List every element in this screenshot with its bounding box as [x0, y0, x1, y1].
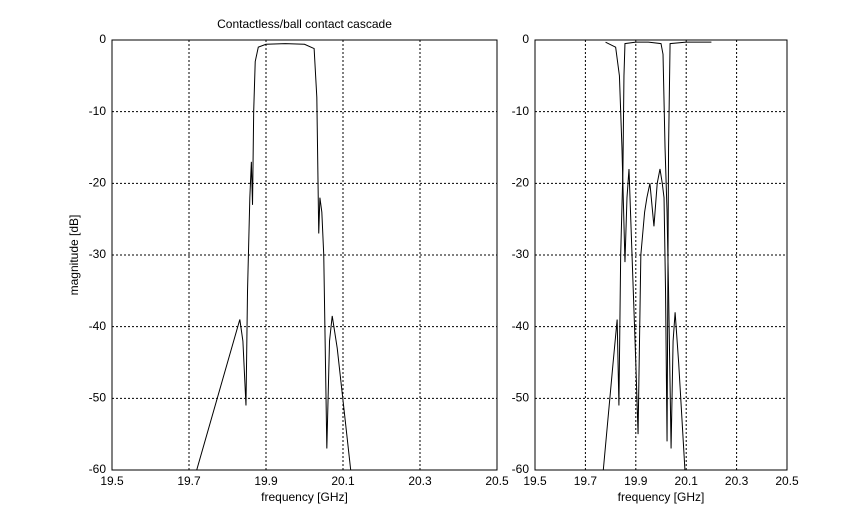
x-tick-label: 20.5 — [485, 474, 509, 488]
y-axis-label: magnitude [dB] — [67, 215, 81, 296]
y-tick-label: 0 — [99, 32, 106, 46]
y-tick-label: -10 — [89, 104, 107, 118]
x-tick-label: 19.9 — [624, 474, 648, 488]
x-tick-label: 19.9 — [254, 474, 278, 488]
x-axis-label: frequency [GHz] — [261, 490, 348, 504]
y-tick-label: -40 — [512, 319, 530, 333]
y-tick-label: -10 — [512, 104, 530, 118]
y-tick-label: -60 — [512, 462, 530, 476]
x-tick-label: 20.5 — [775, 474, 799, 488]
x-tick-label: 20.1 — [675, 474, 699, 488]
data-line — [605, 41, 712, 442]
axes-frame — [111, 39, 498, 471]
y-tick-label: -40 — [89, 319, 107, 333]
y-tick-label: 0 — [522, 32, 529, 46]
x-tick-label: 19.5 — [100, 474, 124, 488]
y-tick-label: -60 — [89, 462, 107, 476]
x-tick-label: 20.1 — [331, 474, 355, 488]
y-tick-label: -50 — [512, 391, 530, 405]
x-axis-label: frequency [GHz] — [618, 490, 705, 504]
x-tick-label: 20.3 — [408, 474, 432, 488]
x-tick-label: 19.5 — [523, 474, 547, 488]
y-tick-label: -30 — [89, 247, 107, 261]
y-tick-label: -50 — [89, 391, 107, 405]
data-line — [196, 43, 352, 470]
y-tick-label: -30 — [512, 247, 530, 261]
y-tick-label: -20 — [512, 176, 530, 190]
x-tick-label: 19.7 — [177, 474, 201, 488]
y-tick-label: -20 — [89, 176, 107, 190]
data-line — [602, 41, 686, 470]
axes-frame — [534, 39, 788, 471]
chart-title: Contactless/ball contact cascade — [217, 17, 392, 31]
x-tick-label: 19.7 — [574, 474, 598, 488]
x-tick-label: 20.3 — [725, 474, 749, 488]
